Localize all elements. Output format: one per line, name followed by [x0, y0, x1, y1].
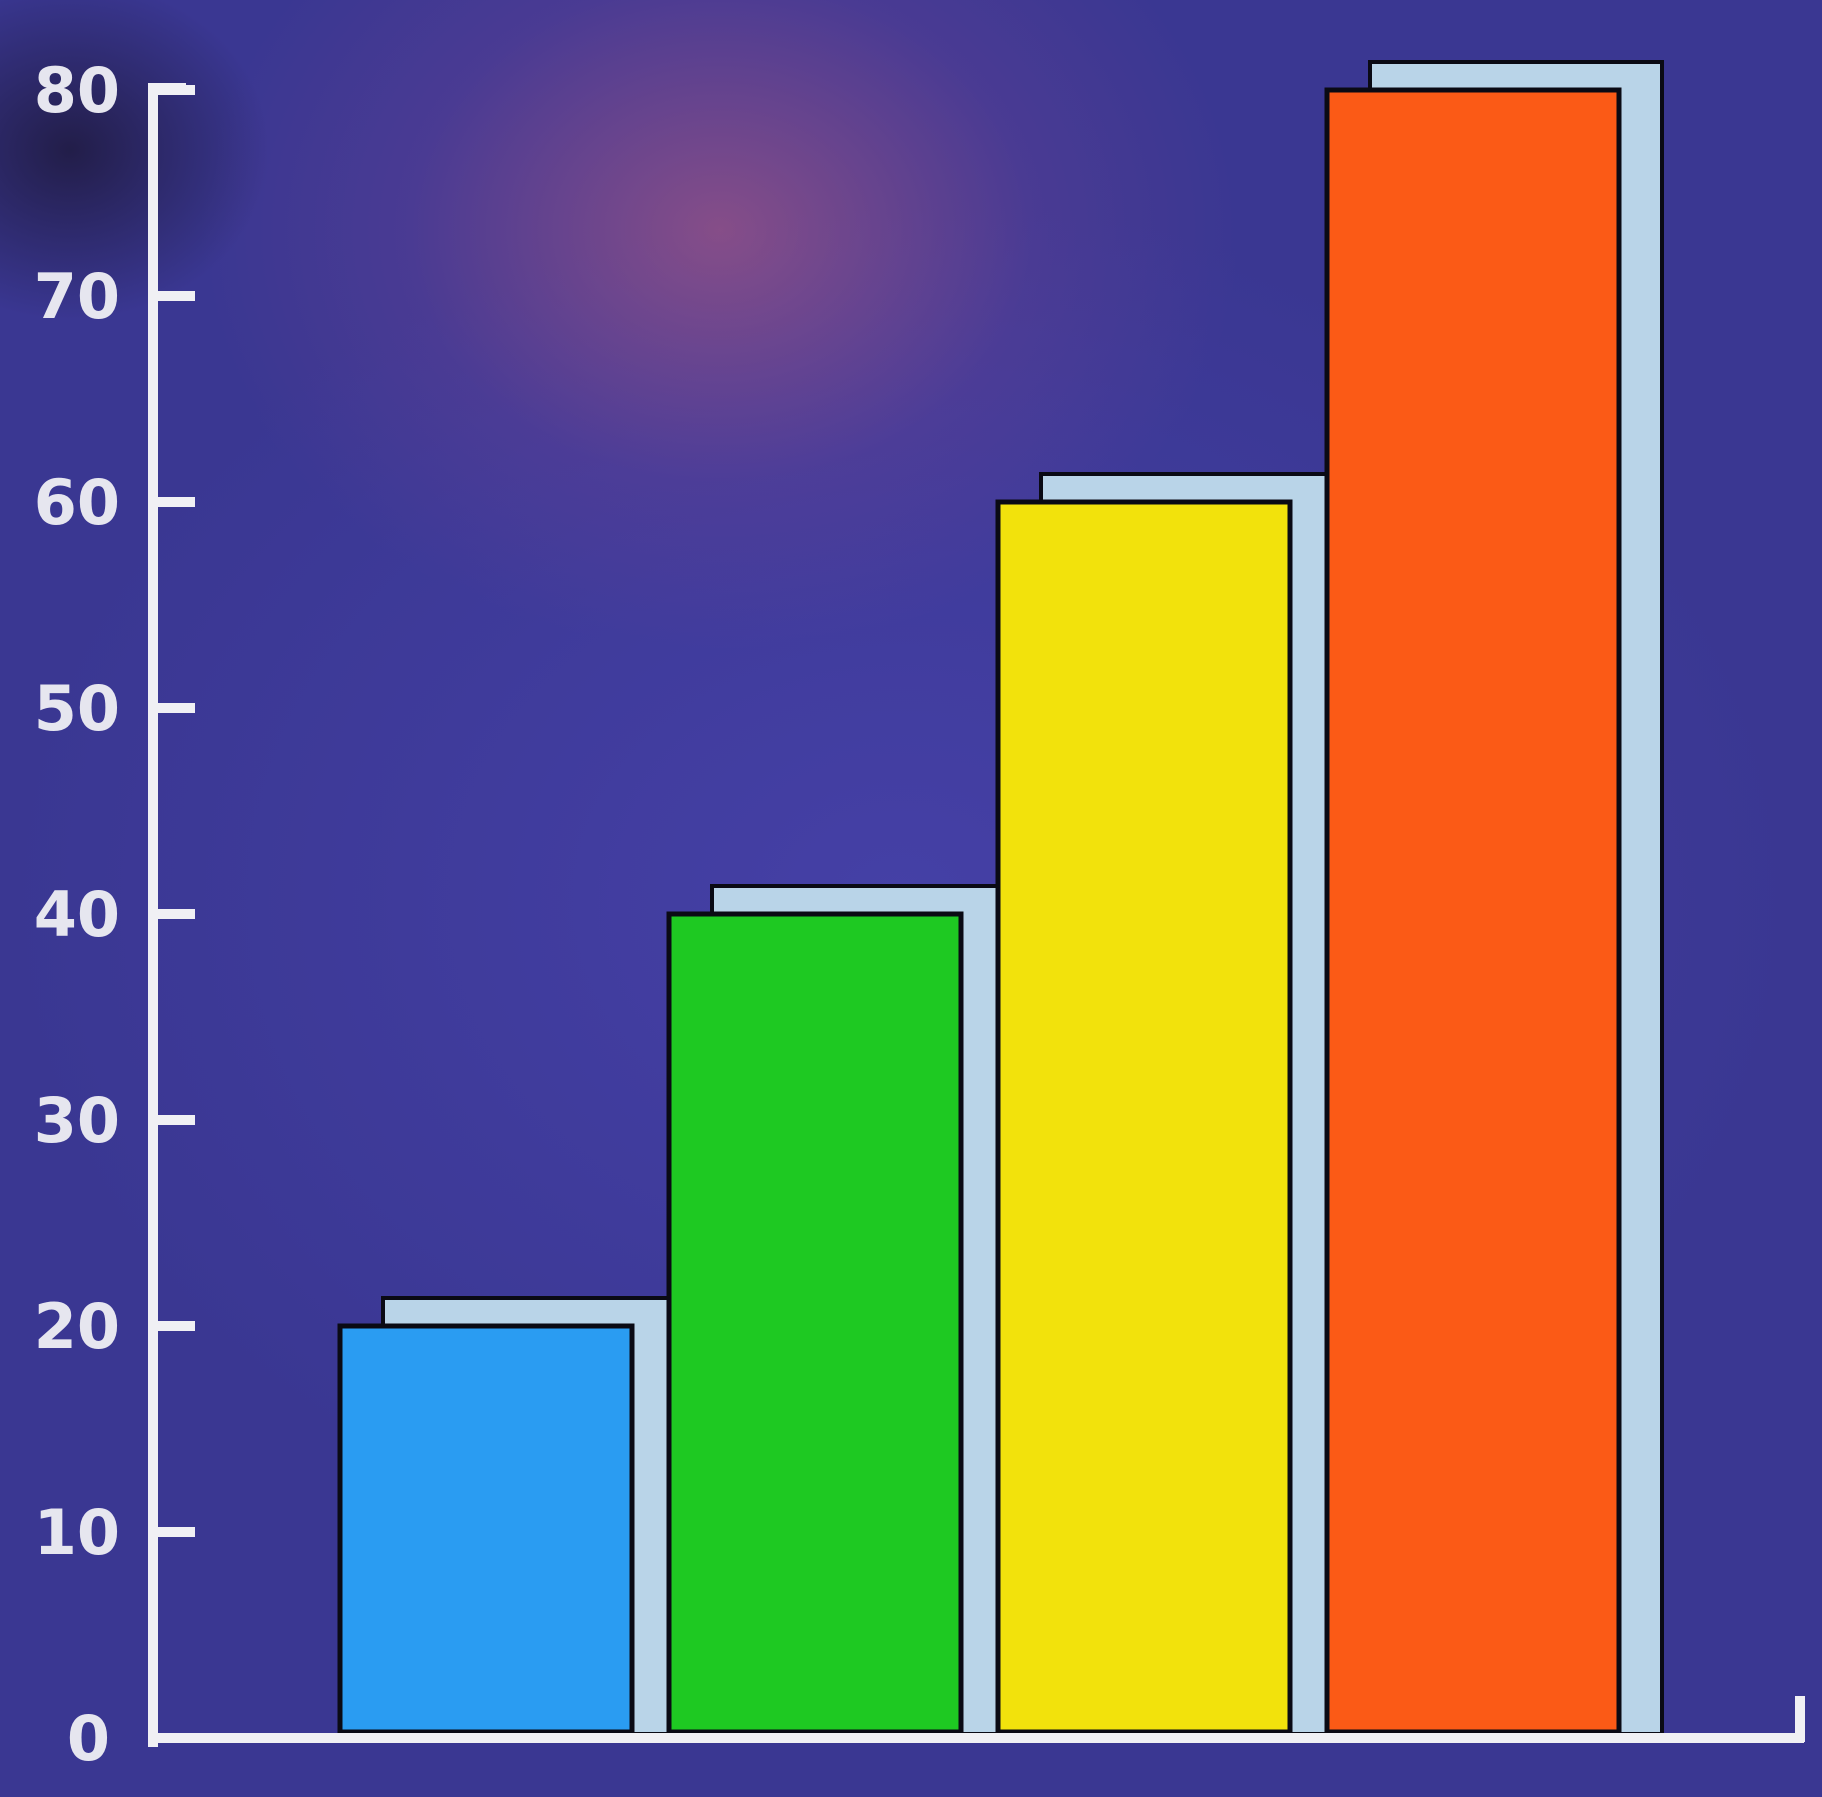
bar-2	[666, 911, 964, 1735]
bar-3	[995, 499, 1293, 1735]
y-tick-label-0: 0	[67, 1702, 110, 1775]
y-ticks-group: 0 10 20 30 40 50 60 70 80	[34, 54, 195, 1775]
y-tick-label-80: 80	[34, 54, 120, 127]
y-tick-label-30: 30	[34, 1084, 120, 1157]
bar-1	[337, 1323, 635, 1735]
bar-4	[1324, 87, 1622, 1735]
bars-group	[337, 60, 1664, 1736]
y-tick-label-10: 10	[34, 1496, 120, 1569]
y-tick-label-60: 60	[34, 466, 120, 539]
y-tick-label-70: 70	[34, 260, 120, 333]
y-tick-label-50: 50	[34, 672, 120, 745]
y-tick-label-40: 40	[34, 878, 120, 951]
y-tick-label-20: 20	[34, 1290, 120, 1363]
